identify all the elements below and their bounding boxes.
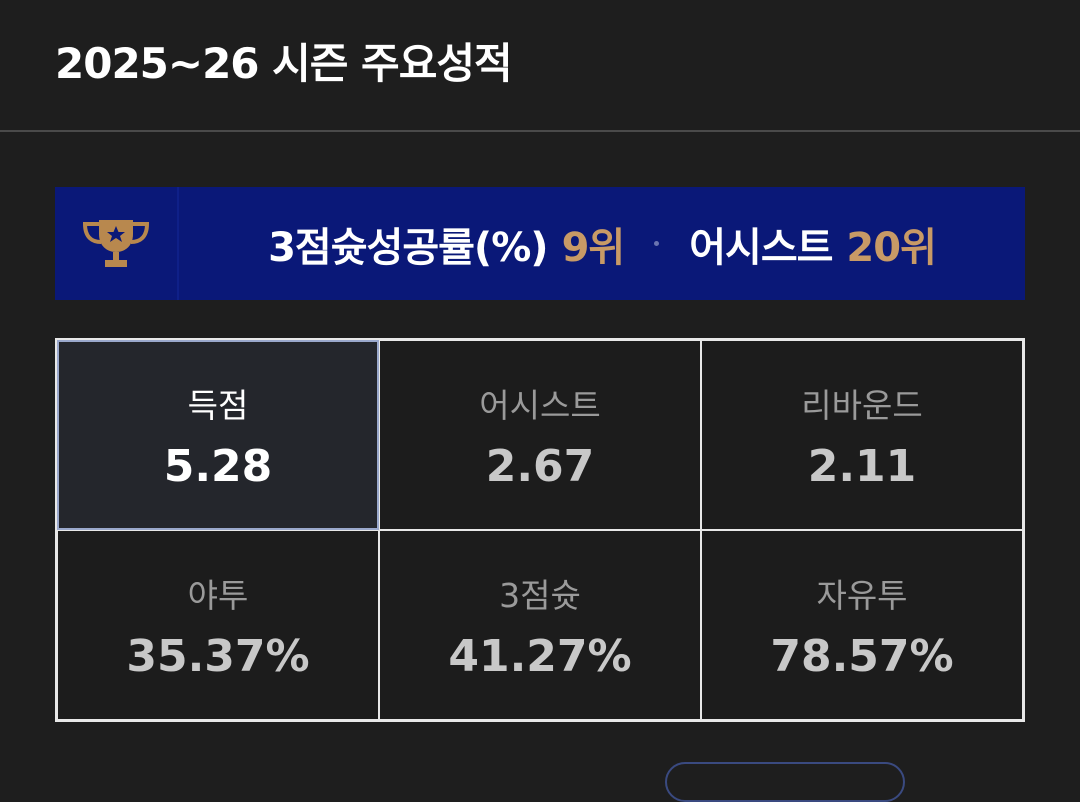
stat-label: 자유투 <box>816 575 908 615</box>
trophy-icon <box>55 187 179 300</box>
section-title: 2025~26 시즌 주요성적 <box>55 39 513 88</box>
stat-label: 3점슛 <box>499 575 581 615</box>
stat-value: 41.27% <box>448 630 632 682</box>
stats-grid: 득점 5.28 어시스트 2.67 리바운드 2.11 야투 35.37% 3점슛 41.27% 자… <box>55 338 1025 722</box>
stat-label: 야투 <box>187 575 249 615</box>
stat-cell: 3점슛 41.27% <box>379 530 701 720</box>
ranking-name: 어시스트 <box>689 224 833 271</box>
ranking-name: 3점슛성공률(%) <box>268 224 548 271</box>
separator-dot <box>654 241 660 246</box>
stat-cell: 자유투 78.57% <box>701 530 1023 720</box>
stat-cell: 득점 5.28 <box>57 340 379 530</box>
stat-value: 78.57% <box>770 630 954 682</box>
stat-value: 2.67 <box>485 440 595 492</box>
ranking-position: 20위 <box>846 224 936 271</box>
ranks: 3점슛성공률(%) 9위 어시스트 20위 <box>179 215 1025 273</box>
stat-label: 득점 <box>187 385 249 425</box>
stat-value: 35.37% <box>126 630 310 682</box>
body: {"header": {"title": "2025~26 시즌 주요성적"},… <box>0 39 1080 802</box>
stat-label: 어시스트 <box>479 385 601 425</box>
stat-value: 2.11 <box>807 440 917 492</box>
ranking-banner: 3점슛성공률(%) 9위 어시스트 20위 <box>55 187 1025 300</box>
divider <box>0 130 1080 132</box>
stat-cell: 야투 35.37% <box>57 530 379 720</box>
stat-value: 5.28 <box>163 440 273 492</box>
trophy <box>82 219 150 267</box>
button[interactable] <box>665 762 905 802</box>
ranking-position: 9위 <box>561 224 626 271</box>
stat-label: 리바운드 <box>801 385 923 425</box>
stat-cell: 어시스트 2.67 <box>379 340 701 530</box>
stat-cell: 리바운드 2.11 <box>701 340 1023 530</box>
page: html, body { margin: 0; padding: 0; } bo… <box>0 39 1080 802</box>
